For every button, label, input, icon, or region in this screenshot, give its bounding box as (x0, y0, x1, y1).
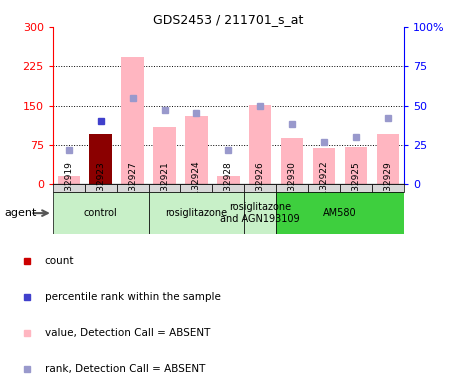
Text: GSM132928: GSM132928 (224, 161, 233, 215)
FancyBboxPatch shape (85, 184, 117, 192)
Bar (281, 138, 303, 184)
FancyBboxPatch shape (180, 184, 213, 192)
FancyBboxPatch shape (308, 184, 340, 192)
Text: count: count (45, 256, 74, 266)
Bar (90, 134, 112, 184)
FancyBboxPatch shape (53, 192, 149, 234)
FancyBboxPatch shape (340, 184, 372, 192)
FancyBboxPatch shape (276, 184, 308, 192)
Bar (153, 127, 176, 184)
Text: GSM132929: GSM132929 (383, 161, 392, 215)
Text: GSM132930: GSM132930 (288, 161, 297, 215)
Text: GSM132926: GSM132926 (256, 161, 265, 215)
Text: GSM132919: GSM132919 (64, 161, 73, 215)
Text: GSM132925: GSM132925 (352, 161, 360, 215)
FancyBboxPatch shape (117, 184, 149, 192)
Text: percentile rank within the sample: percentile rank within the sample (45, 292, 221, 302)
Text: GSM132921: GSM132921 (160, 161, 169, 215)
Text: agent: agent (5, 208, 37, 218)
FancyBboxPatch shape (149, 184, 180, 192)
Bar (249, 104, 271, 184)
FancyBboxPatch shape (53, 184, 85, 192)
Bar (185, 116, 207, 184)
Text: rank, Detection Call = ABSENT: rank, Detection Call = ABSENT (45, 364, 205, 374)
Text: GSM132922: GSM132922 (319, 161, 329, 215)
Bar (377, 134, 399, 184)
Bar (313, 147, 335, 184)
Bar (345, 147, 367, 184)
Text: GSM132924: GSM132924 (192, 161, 201, 215)
Text: rosiglitazone
and AGN193109: rosiglitazone and AGN193109 (220, 202, 300, 224)
Text: control: control (84, 208, 118, 218)
Text: AM580: AM580 (323, 208, 357, 218)
FancyBboxPatch shape (213, 184, 244, 192)
FancyBboxPatch shape (276, 192, 404, 234)
Text: rosiglitazone: rosiglitazone (165, 208, 228, 218)
FancyBboxPatch shape (244, 184, 276, 192)
FancyBboxPatch shape (372, 184, 404, 192)
Bar (122, 57, 144, 184)
Bar (57, 177, 80, 184)
Text: GSM132927: GSM132927 (128, 161, 137, 215)
Title: GDS2453 / 211701_s_at: GDS2453 / 211701_s_at (153, 13, 303, 26)
Text: value, Detection Call = ABSENT: value, Detection Call = ABSENT (45, 328, 210, 338)
FancyBboxPatch shape (244, 192, 276, 234)
FancyBboxPatch shape (149, 192, 244, 234)
Bar (217, 177, 240, 184)
Text: GSM132923: GSM132923 (96, 161, 105, 215)
